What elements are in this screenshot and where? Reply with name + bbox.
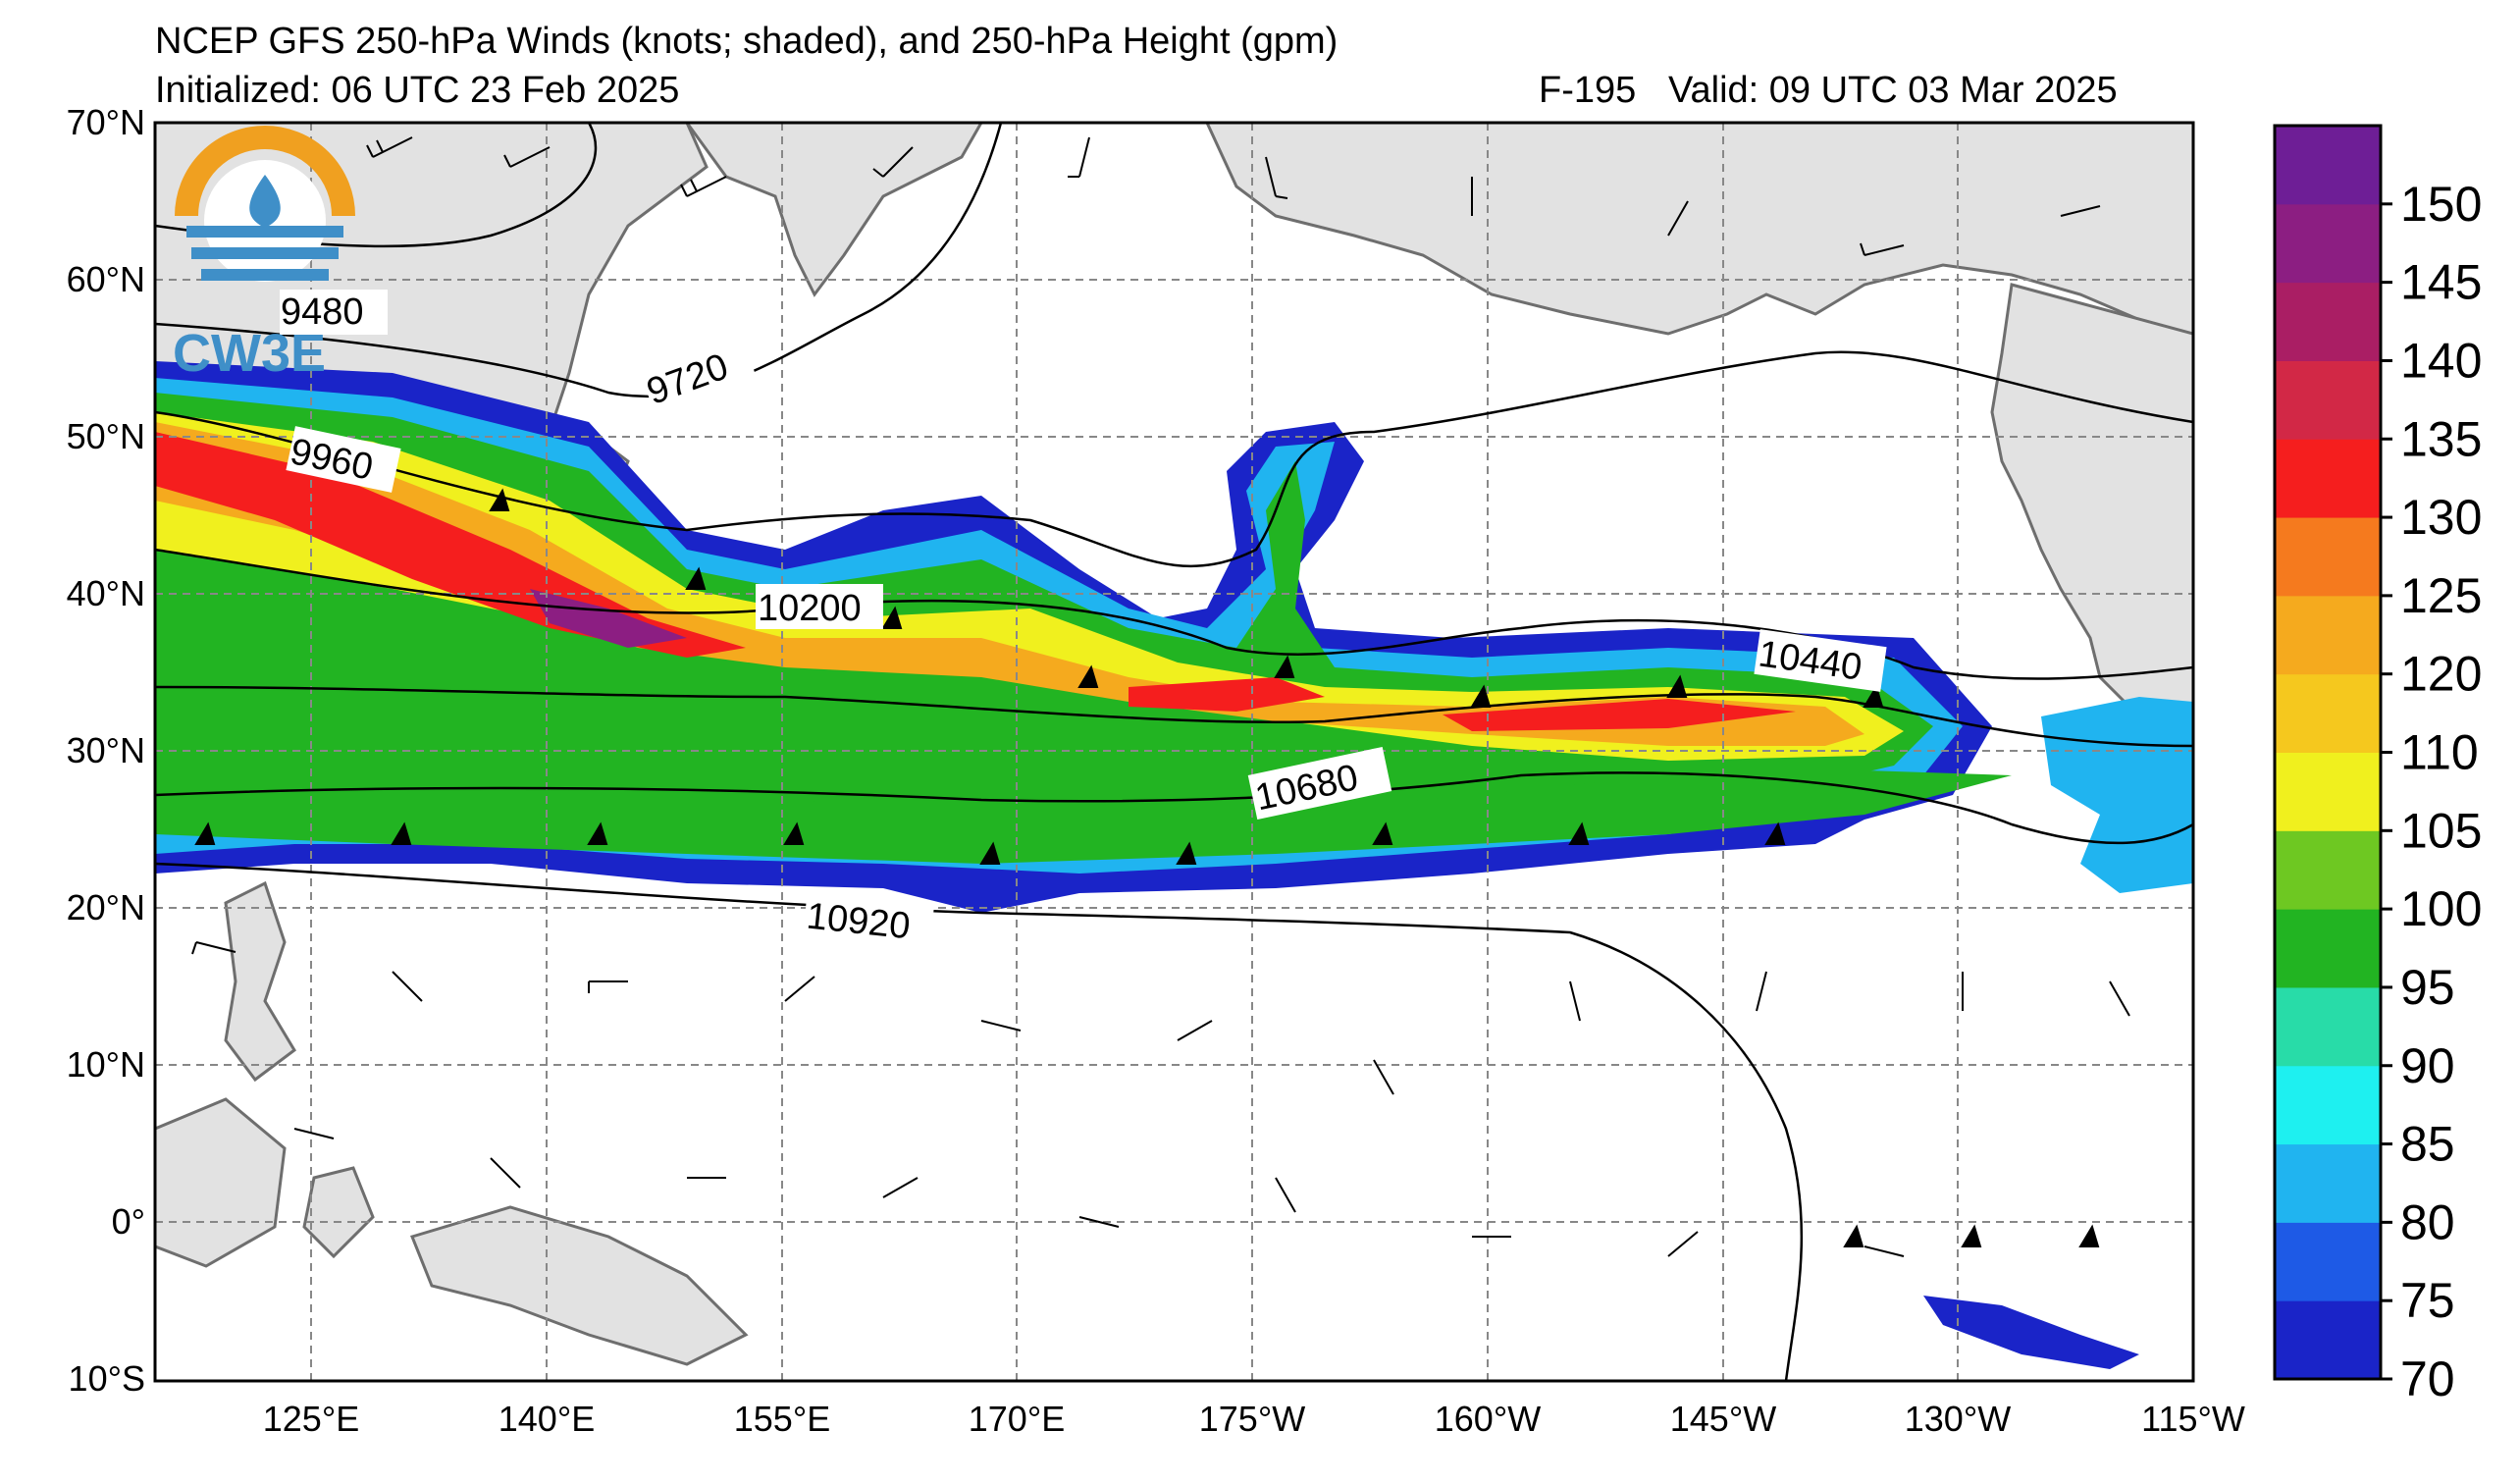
lat-label-60n: 60°N [67, 259, 145, 299]
lon-label-160w: 160°W [1435, 1399, 1541, 1439]
logo-drop-icon [249, 175, 281, 228]
colorbar-swatch-85 [2275, 1065, 2381, 1145]
lon-label-145w: 145°W [1670, 1399, 1776, 1439]
chart-title: NCEP GFS 250-hPa Winds (knots; shaded), … [155, 21, 1339, 62]
colorbar-label-80: 80 [2400, 1194, 2455, 1249]
kamchatka [685, 123, 983, 297]
contour-9960 [155, 350, 2193, 568]
lat-label-70n: 70°N [67, 102, 145, 142]
lon-label-155e: 155°E [734, 1399, 830, 1439]
lat-label-40n: 40°N [67, 573, 145, 613]
contour-label-9480: 9480 [281, 291, 364, 333]
lat-label-30n: 30°N [67, 730, 145, 770]
colorbar-swatch-70 [2275, 1300, 2381, 1380]
valid-time: Valid: 09 UTC 03 Mar 2025 [1668, 70, 2118, 111]
plot-frame [153, 121, 2195, 1383]
colorbar-label-75: 75 [2400, 1273, 2455, 1328]
subtropical-branch [155, 770, 2012, 864]
colorbar-label-85: 85 [2400, 1117, 2455, 1172]
colorbar-label-145: 145 [2400, 255, 2482, 310]
logo-text: CW3E [173, 324, 326, 383]
lon-label-175w: 175°W [1199, 1399, 1305, 1439]
colorbar-swatch-135 [2275, 360, 2381, 440]
cw3e-logo: CW3E [173, 126, 355, 383]
lon-label-125e: 125°E [263, 1399, 359, 1439]
lon-label-115w: 115°W [2141, 1399, 2245, 1439]
colorbar-label-100: 100 [2400, 881, 2482, 936]
colorbar-swatch-75 [2275, 1222, 2381, 1301]
colorbar-label-135: 135 [2400, 411, 2482, 466]
colorbar-label-105: 105 [2400, 803, 2482, 858]
lon-label-130w: 130°W [1905, 1399, 2011, 1439]
colorbar-swatch-80 [2275, 1143, 2381, 1223]
forecast-hour: F-195 [1539, 70, 1637, 111]
colorbar-swatch-120 [2275, 595, 2381, 675]
colorbar-swatch-150 [2275, 126, 2381, 205]
colorbar-label-130: 130 [2400, 490, 2482, 545]
colorbar-label-125: 125 [2400, 568, 2482, 623]
lon-label-170e: 170°E [969, 1399, 1065, 1439]
colorbar-swatch-105 [2275, 752, 2381, 831]
borneo [155, 1097, 287, 1268]
colorbar-label-95: 95 [2400, 960, 2455, 1015]
lat-label-20n: 20°N [67, 887, 145, 927]
contour-10920 [155, 862, 1804, 1381]
colorbar-label-70: 70 [2400, 1351, 2455, 1406]
colorbar-swatch-145 [2275, 203, 2381, 284]
graticule [155, 123, 2193, 1381]
lon-labels: 125°E 140°E 155°E 170°E 175°W 160°W 145°… [263, 1399, 2245, 1439]
colorbar-swatch-130 [2275, 439, 2381, 518]
sulawesi [302, 1166, 375, 1259]
colorbar-swatch-100 [2275, 830, 2381, 910]
lat-labels: 70°N 60°N 50°N 40°N 30°N 20°N 10°N 0° 10… [67, 102, 145, 1399]
lat-label-10n: 10°N [67, 1044, 145, 1085]
colorbar: 70 75 80 85 90 95 100 105 110 120 125 130 135 140 145 1… [2273, 124, 2482, 1406]
philippines [224, 880, 296, 1083]
jet-core-130-east [1129, 677, 1796, 731]
colorbar-swatch-125 [2275, 517, 2381, 597]
colorbar-label-90: 90 [2400, 1038, 2455, 1093]
colorbar-swatch-90 [2275, 986, 2381, 1067]
contour-10200 [155, 548, 2193, 680]
colorbar-label-150: 150 [2400, 177, 2482, 232]
colorbar-label-140: 140 [2400, 333, 2482, 388]
contour-label-group: 9480 9720 9960 10200 10440 10680 10920 [280, 290, 1887, 950]
colorbar-swatch-110 [2275, 673, 2381, 753]
logo-ring [175, 126, 355, 217]
lat-label-10s: 10°S [69, 1358, 145, 1399]
equatorial-blob [1923, 1296, 2139, 1369]
colorbar-label-120: 120 [2400, 647, 2482, 702]
colorbar-swatch-95 [2275, 909, 2381, 988]
lat-label-0: 0° [112, 1201, 145, 1242]
colorbar-label-110: 110 [2400, 725, 2479, 780]
lat-label-50n: 50°N [67, 416, 145, 456]
lon-label-140e: 140°E [499, 1399, 595, 1439]
init-time: Initialized: 06 UTC 23 Feb 2025 [155, 70, 680, 111]
contour-label-10200: 10200 [758, 588, 862, 629]
wind-barbs [191, 136, 2130, 1257]
jet-core-145 [530, 589, 687, 648]
colorbar-swatch-140 [2275, 282, 2381, 361]
jet-core-130 [155, 432, 746, 658]
